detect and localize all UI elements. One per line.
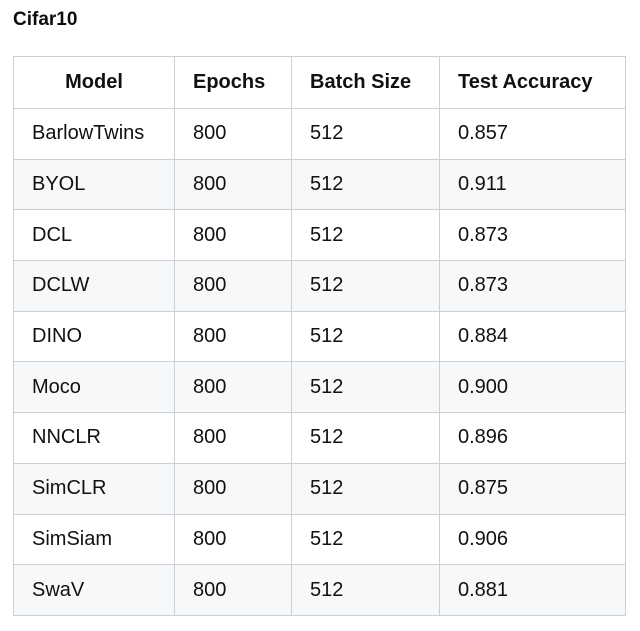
- cell-test-accuracy: 0.873: [439, 209, 626, 262]
- cell-batch-size: 512: [291, 412, 440, 464]
- table-row: SwaV 800 512 0.881: [13, 564, 626, 616]
- cell-batch-size: 512: [291, 209, 440, 262]
- table-row: SimCLR 800 512 0.875: [13, 462, 626, 515]
- cell-batch-size: 512: [291, 310, 440, 363]
- cell-test-accuracy: 0.857: [439, 108, 626, 160]
- cell-epochs: 800: [174, 513, 292, 566]
- cell-epochs: 800: [174, 412, 292, 464]
- header-batch-size: Batch Size: [291, 56, 440, 109]
- cell-model: NNCLR: [13, 412, 175, 464]
- cell-model: SimCLR: [13, 462, 175, 515]
- cell-batch-size: 512: [291, 158, 440, 211]
- table-title: Cifar10: [13, 9, 78, 30]
- table-row: BYOL 800 512 0.911: [13, 158, 626, 211]
- cell-epochs: 800: [174, 564, 292, 616]
- cell-model: DCL: [13, 209, 175, 262]
- header-row: Model Epochs Batch Size Test Accuracy: [13, 56, 626, 109]
- cell-model: SimSiam: [13, 513, 175, 566]
- cell-test-accuracy: 0.906: [439, 513, 626, 566]
- table-row: Moco 800 512 0.900: [13, 361, 626, 414]
- cell-test-accuracy: 0.911: [439, 158, 626, 211]
- cell-test-accuracy: 0.884: [439, 310, 626, 363]
- table-row: DCL 800 512 0.873: [13, 209, 626, 262]
- cell-epochs: 800: [174, 310, 292, 363]
- cell-epochs: 800: [174, 108, 292, 160]
- cell-model: BYOL: [13, 158, 175, 211]
- cell-batch-size: 512: [291, 108, 440, 160]
- cell-batch-size: 512: [291, 462, 440, 515]
- table-row: DINO 800 512 0.884: [13, 310, 626, 363]
- cell-model: DINO: [13, 310, 175, 363]
- cell-epochs: 800: [174, 209, 292, 262]
- cell-test-accuracy: 0.881: [439, 564, 626, 616]
- cell-test-accuracy: 0.875: [439, 462, 626, 515]
- table-row: BarlowTwins 800 512 0.857: [13, 108, 626, 160]
- cell-test-accuracy: 0.896: [439, 412, 626, 464]
- cell-model: SwaV: [13, 564, 175, 616]
- cell-epochs: 800: [174, 260, 292, 312]
- cell-model: Moco: [13, 361, 175, 414]
- table-row: NNCLR 800 512 0.896: [13, 412, 626, 464]
- cell-model: BarlowTwins: [13, 108, 175, 160]
- header-model: Model: [13, 56, 175, 109]
- cell-batch-size: 512: [291, 361, 440, 414]
- cell-batch-size: 512: [291, 513, 440, 566]
- table-row: SimSiam 800 512 0.906: [13, 513, 626, 566]
- header-test-accuracy: Test Accuracy: [439, 56, 626, 109]
- results-table: Model Epochs Batch Size Test Accuracy Ba…: [13, 56, 626, 616]
- cell-epochs: 800: [174, 361, 292, 414]
- header-epochs: Epochs: [174, 56, 292, 109]
- cell-batch-size: 512: [291, 260, 440, 312]
- cell-test-accuracy: 0.900: [439, 361, 626, 414]
- cell-epochs: 800: [174, 462, 292, 515]
- table-row: DCLW 800 512 0.873: [13, 260, 626, 312]
- cell-test-accuracy: 0.873: [439, 260, 626, 312]
- cell-model: DCLW: [13, 260, 175, 312]
- cell-epochs: 800: [174, 158, 292, 211]
- cell-batch-size: 512: [291, 564, 440, 616]
